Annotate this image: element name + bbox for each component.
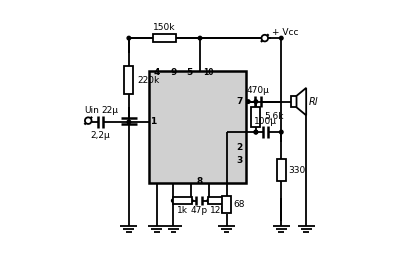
Circle shape — [225, 199, 228, 202]
Circle shape — [127, 36, 131, 40]
Text: 3: 3 — [236, 155, 242, 165]
Text: 10: 10 — [204, 68, 214, 77]
Text: 47p: 47p — [190, 206, 207, 215]
Circle shape — [246, 100, 250, 103]
Text: 2: 2 — [236, 143, 242, 152]
Circle shape — [198, 36, 202, 40]
Circle shape — [207, 199, 211, 202]
Text: 68: 68 — [233, 200, 244, 209]
Circle shape — [262, 35, 268, 41]
Polygon shape — [296, 88, 306, 115]
Text: 150k: 150k — [153, 23, 176, 33]
Circle shape — [244, 100, 248, 103]
Text: 5: 5 — [187, 68, 193, 77]
Bar — [153, 34, 176, 42]
Circle shape — [254, 130, 258, 134]
Text: 22µ: 22µ — [102, 106, 119, 115]
Text: 1: 1 — [150, 117, 156, 126]
Text: 12k: 12k — [210, 206, 226, 215]
Bar — [124, 66, 134, 94]
Circle shape — [172, 199, 175, 202]
Text: 1k: 1k — [177, 206, 188, 215]
Circle shape — [280, 36, 283, 40]
Text: 4: 4 — [154, 68, 160, 77]
Text: Uin: Uin — [84, 106, 99, 115]
Bar — [222, 196, 231, 213]
Circle shape — [127, 120, 131, 124]
Text: 330: 330 — [288, 166, 306, 175]
Circle shape — [254, 130, 258, 134]
Text: 8: 8 — [197, 177, 203, 186]
Circle shape — [254, 100, 258, 103]
Text: + Vcc: + Vcc — [272, 28, 299, 37]
Text: 2,2µ: 2,2µ — [90, 131, 110, 140]
Circle shape — [85, 117, 92, 124]
Text: Rl: Rl — [308, 97, 318, 107]
Text: 220k: 220k — [138, 75, 160, 85]
Circle shape — [189, 199, 193, 202]
Bar — [292, 96, 296, 107]
Circle shape — [280, 130, 283, 134]
Text: 7: 7 — [236, 97, 242, 106]
Bar — [251, 107, 260, 127]
Text: 9: 9 — [170, 68, 176, 77]
Text: 100µ: 100µ — [254, 117, 277, 126]
Bar — [172, 197, 192, 204]
Text: 5,6k: 5,6k — [264, 112, 284, 121]
Bar — [277, 159, 286, 181]
Bar — [149, 71, 246, 183]
Text: 470µ: 470µ — [246, 86, 269, 95]
Bar — [208, 197, 228, 204]
